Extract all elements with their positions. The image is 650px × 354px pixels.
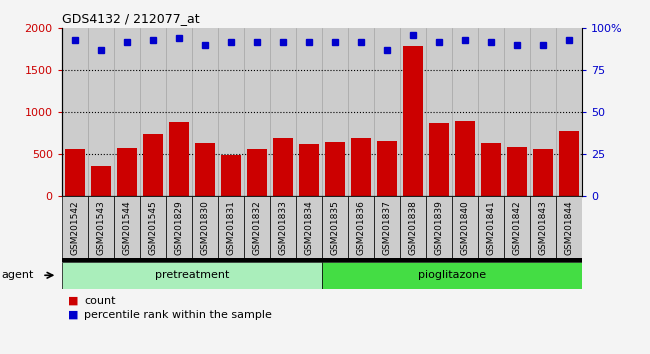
Text: ■: ■ bbox=[68, 296, 83, 306]
Bar bbox=[65, 149, 84, 196]
FancyBboxPatch shape bbox=[322, 196, 348, 258]
Bar bbox=[195, 143, 215, 196]
Text: GSM201840: GSM201840 bbox=[460, 200, 469, 255]
FancyBboxPatch shape bbox=[556, 196, 582, 258]
Bar bbox=[559, 131, 578, 196]
FancyBboxPatch shape bbox=[88, 196, 114, 258]
Text: GSM201836: GSM201836 bbox=[356, 200, 365, 255]
Bar bbox=[247, 149, 266, 196]
FancyBboxPatch shape bbox=[166, 196, 192, 258]
FancyBboxPatch shape bbox=[218, 196, 244, 258]
Text: count: count bbox=[84, 296, 116, 306]
FancyBboxPatch shape bbox=[504, 196, 530, 258]
FancyBboxPatch shape bbox=[192, 196, 218, 258]
Text: percentile rank within the sample: percentile rank within the sample bbox=[84, 310, 272, 320]
FancyBboxPatch shape bbox=[140, 196, 166, 258]
Text: GSM201838: GSM201838 bbox=[408, 200, 417, 255]
Text: GSM201834: GSM201834 bbox=[304, 200, 313, 255]
Bar bbox=[273, 138, 292, 196]
Text: GSM201832: GSM201832 bbox=[252, 200, 261, 255]
Text: GSM201839: GSM201839 bbox=[434, 200, 443, 255]
FancyBboxPatch shape bbox=[114, 196, 140, 258]
Bar bbox=[325, 142, 344, 196]
Text: GSM201844: GSM201844 bbox=[564, 200, 573, 255]
Bar bbox=[377, 141, 396, 196]
Bar bbox=[299, 144, 318, 196]
Bar bbox=[143, 134, 162, 196]
FancyBboxPatch shape bbox=[374, 196, 400, 258]
FancyBboxPatch shape bbox=[400, 196, 426, 258]
Bar bbox=[169, 122, 188, 196]
Text: pioglitazone: pioglitazone bbox=[418, 270, 486, 280]
Text: GSM201842: GSM201842 bbox=[512, 200, 521, 255]
Text: agent: agent bbox=[1, 270, 34, 280]
Text: GSM201843: GSM201843 bbox=[538, 200, 547, 255]
FancyBboxPatch shape bbox=[296, 196, 322, 258]
Bar bbox=[429, 123, 448, 196]
Text: pretreatment: pretreatment bbox=[155, 270, 229, 280]
Text: GSM201833: GSM201833 bbox=[278, 200, 287, 255]
Bar bbox=[455, 121, 474, 196]
FancyBboxPatch shape bbox=[348, 196, 374, 258]
Bar bbox=[507, 147, 526, 196]
Text: ■: ■ bbox=[68, 310, 83, 320]
FancyBboxPatch shape bbox=[270, 196, 296, 258]
Bar bbox=[403, 46, 422, 196]
Text: GSM201545: GSM201545 bbox=[148, 200, 157, 255]
Text: GSM201542: GSM201542 bbox=[70, 200, 79, 255]
Bar bbox=[117, 148, 136, 196]
Text: GSM201841: GSM201841 bbox=[486, 200, 495, 255]
Text: GSM201543: GSM201543 bbox=[96, 200, 105, 255]
Text: GSM201830: GSM201830 bbox=[200, 200, 209, 255]
Text: GDS4132 / 212077_at: GDS4132 / 212077_at bbox=[62, 12, 200, 25]
Bar bbox=[533, 149, 552, 196]
Bar bbox=[62, 262, 322, 289]
Text: GSM201835: GSM201835 bbox=[330, 200, 339, 255]
Bar bbox=[62, 258, 582, 262]
Bar bbox=[91, 166, 111, 196]
FancyBboxPatch shape bbox=[478, 196, 504, 258]
Bar bbox=[481, 143, 500, 196]
FancyBboxPatch shape bbox=[244, 196, 270, 258]
Text: GSM201544: GSM201544 bbox=[122, 200, 131, 255]
Text: GSM201831: GSM201831 bbox=[226, 200, 235, 255]
FancyBboxPatch shape bbox=[452, 196, 478, 258]
Bar bbox=[351, 138, 370, 196]
FancyBboxPatch shape bbox=[62, 196, 88, 258]
Text: GSM201837: GSM201837 bbox=[382, 200, 391, 255]
FancyBboxPatch shape bbox=[530, 196, 556, 258]
Bar bbox=[322, 262, 582, 289]
Bar bbox=[221, 155, 240, 196]
Text: GSM201829: GSM201829 bbox=[174, 200, 183, 255]
FancyBboxPatch shape bbox=[426, 196, 452, 258]
